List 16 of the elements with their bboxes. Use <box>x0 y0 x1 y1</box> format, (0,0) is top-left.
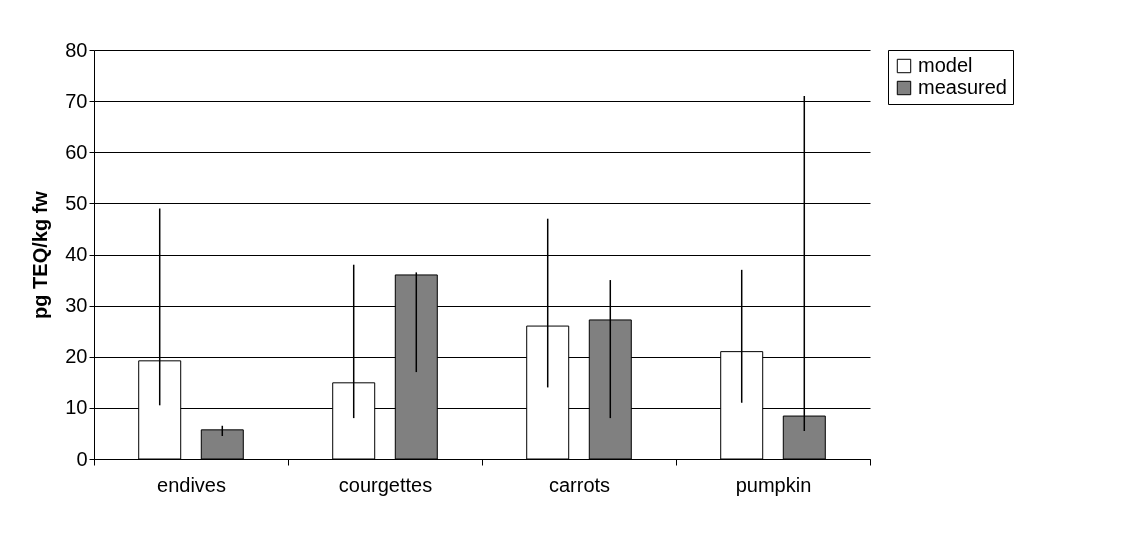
x-tick-label: courgettes <box>338 473 433 496</box>
y-tick-label: 50 <box>65 191 88 214</box>
y-tick-label: 60 <box>65 140 88 163</box>
x-tick-label: pumpkin <box>735 473 812 496</box>
y-tick-label: 30 <box>65 294 88 317</box>
y-tick-label: 20 <box>65 345 88 368</box>
legend-label: model <box>918 54 973 76</box>
y-axis-title: pg TEQ/kg fw <box>29 190 52 319</box>
x-tick-label: endives <box>157 473 226 496</box>
y-tick-label: 10 <box>65 396 88 419</box>
y-tick-label: 80 <box>65 38 88 61</box>
y-tick-label: 0 <box>76 447 88 470</box>
y-tick-label: 40 <box>65 243 88 265</box>
x-tick-label: carrots <box>548 473 611 496</box>
y-tick-label: 70 <box>65 89 88 112</box>
legend-label: measured <box>918 76 1007 98</box>
